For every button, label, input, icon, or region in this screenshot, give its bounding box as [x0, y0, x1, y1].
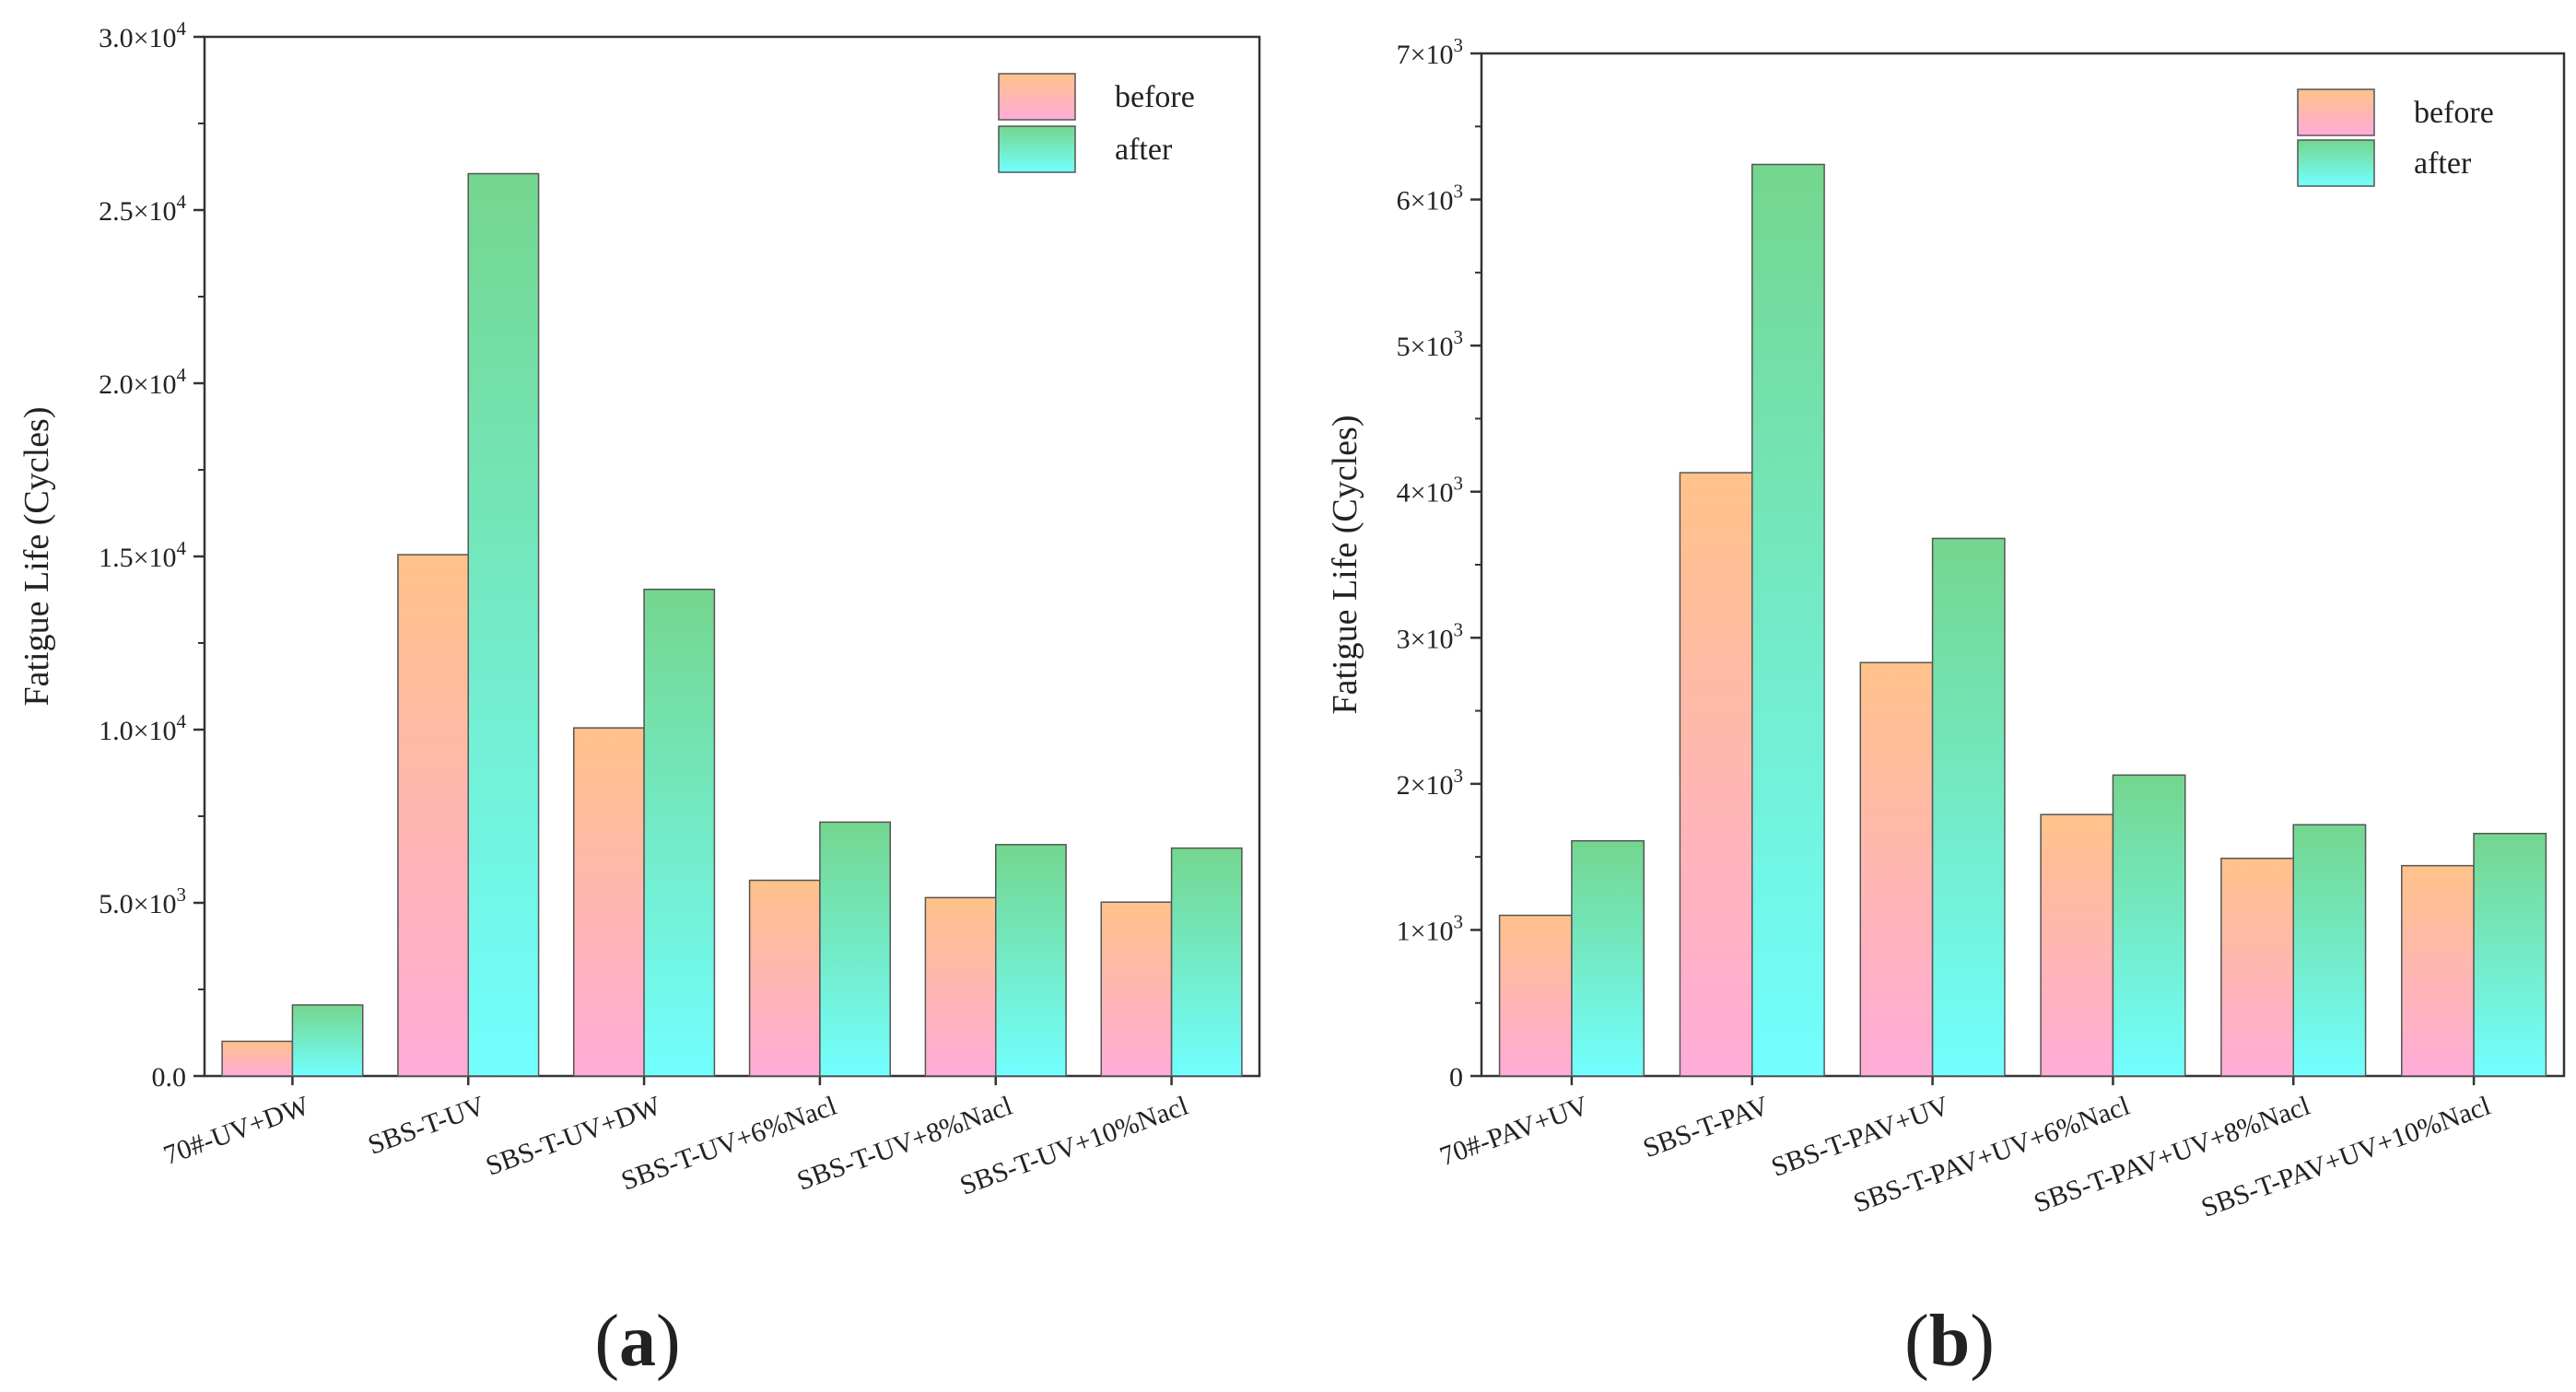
y-tick-label: 7×103 [1397, 34, 1463, 70]
bar-after-1 [1751, 163, 1825, 1077]
y-tick-label: 5×103 [1397, 326, 1463, 362]
legend-swatch-before [998, 73, 1076, 121]
x-tick-label: 70#-PAV+UV [1436, 1090, 1593, 1172]
panel-label: (b) [1904, 1301, 1995, 1382]
bar-after-3 [819, 821, 892, 1077]
y-tick-label: 6×103 [1397, 181, 1463, 216]
bar-before-0 [221, 1040, 294, 1077]
y-tick-label: 1×103 [1397, 910, 1463, 946]
legend-label-before: before [2414, 96, 2494, 130]
legend-swatch-before [2297, 88, 2375, 136]
x-tick-label: SBS-T-UV [364, 1090, 489, 1160]
x-tick-label: SBS-T-PAV [1639, 1090, 1773, 1164]
bar-before-5 [1100, 901, 1173, 1077]
bar-after-5 [2473, 833, 2547, 1077]
bar-after-4 [2292, 824, 2367, 1077]
y-tick-label: 1.0×104 [99, 710, 186, 746]
y-axis-label: Fatigue Life (Cycles) [18, 406, 56, 706]
chart-a: 0.0 5.0×103 1.0×104 1.5×104 2.0×104 2.5×104 3.… [18, 18, 1261, 1382]
bar-before-1 [397, 554, 469, 1077]
bar-after-3 [2112, 774, 2186, 1077]
y-tick-label: 3.0×104 [99, 18, 186, 53]
bar-before-2 [573, 727, 645, 1077]
bar-before-3 [748, 879, 821, 1077]
y-tick-label: 4×103 [1397, 473, 1463, 509]
y-tick-label: 2.0×104 [99, 364, 186, 400]
bar-after-0 [1571, 839, 1645, 1077]
bar-before-1 [1679, 472, 1753, 1077]
y-tick-label: 1.5×104 [99, 537, 186, 573]
bar-after-5 [1170, 847, 1243, 1077]
y-tick-label: 0 [1449, 1062, 1463, 1093]
bar-after-1 [467, 172, 540, 1077]
bar-before-4 [2220, 857, 2295, 1077]
bar-before-5 [2401, 864, 2475, 1077]
y-tick-label: 3×103 [1397, 618, 1463, 654]
bar-before-3 [2040, 813, 2114, 1077]
y-axis-label: Fatigue Life (Cycles) [1326, 415, 1364, 714]
bar-before-0 [1498, 914, 1573, 1077]
y-tick-label: 5.0×103 [99, 883, 186, 919]
legend-label-before: before [1115, 80, 1195, 114]
chart-b: 0 1×103 2×103 3×103 4×103 5×103 6×103 7×103 Fati… [1326, 34, 2566, 1382]
bar-after-2 [643, 588, 716, 1077]
bar-after-0 [291, 1004, 364, 1077]
legend-swatch-after [2297, 139, 2375, 187]
legend-swatch-after [998, 125, 1076, 173]
y-tick-label: 2.5×104 [99, 191, 186, 227]
y-tick-label: 0.0 [152, 1062, 187, 1093]
y-tick-label: 2×103 [1397, 765, 1463, 801]
x-tick-label: SBS-T-PAV+UV+10%Nacl [2197, 1091, 2494, 1223]
panel-label: (a) [594, 1301, 680, 1382]
bar-before-4 [924, 896, 997, 1077]
legend-label-after: after [2414, 146, 2472, 181]
bar-after-2 [1931, 537, 2006, 1077]
legend-label-after: after [1115, 133, 1173, 167]
bar-before-2 [1859, 661, 1934, 1077]
x-tick-label: 70#-UV+DW [159, 1090, 313, 1171]
bar-after-4 [995, 844, 1067, 1077]
